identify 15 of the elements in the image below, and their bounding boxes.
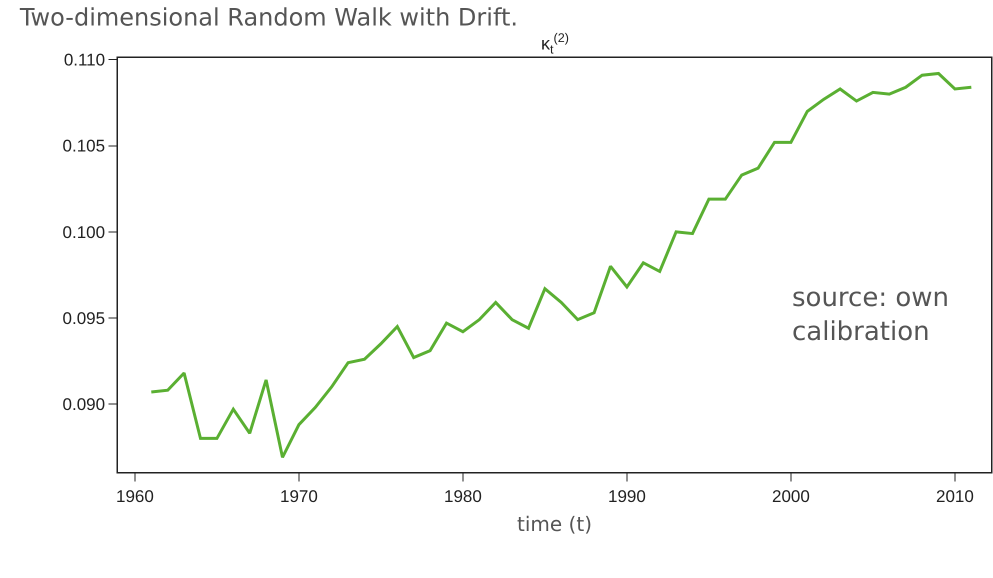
x-tick-label: 1980 <box>444 486 482 506</box>
chart-title: Two-dimensional Random Walk with Drift. <box>18 3 518 32</box>
y-tick-label: 0.090 <box>62 394 106 414</box>
line-series <box>150 72 973 459</box>
y-tick-label: 0.100 <box>62 222 106 242</box>
x-tick-label: 1970 <box>280 486 318 506</box>
y-tick-label: 0.095 <box>62 308 106 328</box>
annotation: source: own calibration <box>792 283 950 347</box>
y-tick-label: 0.105 <box>62 136 106 156</box>
y-tick-label: 0.110 <box>64 50 106 70</box>
x-tick-label: 2000 <box>772 486 810 506</box>
x-axis-title: time (t) <box>517 512 592 536</box>
x-tick-label: 1960 <box>116 486 154 506</box>
x-tick-label: 2010 <box>936 486 974 506</box>
x-tick-label: 1990 <box>608 486 646 506</box>
